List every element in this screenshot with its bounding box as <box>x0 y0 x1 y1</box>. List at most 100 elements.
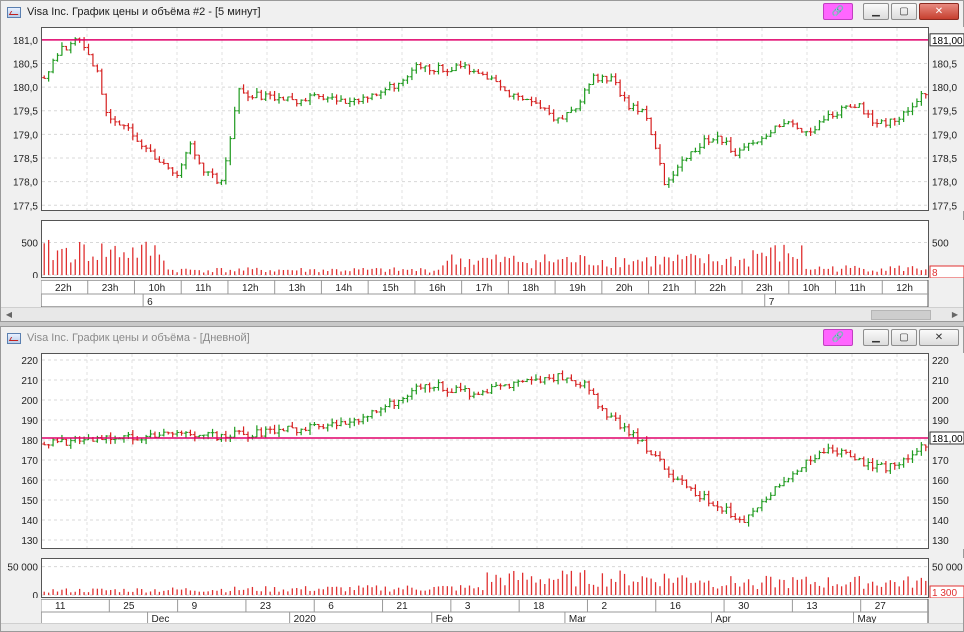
volume-tick-label: 50 000 <box>932 563 963 574</box>
last-volume-box <box>929 265 964 278</box>
price-tick-label: 130 <box>21 536 38 547</box>
scroll-thumb[interactable] <box>871 310 931 320</box>
link-button[interactable]: 🔗 <box>823 329 853 346</box>
horizontal-scrollbar[interactable] <box>1 623 963 631</box>
price-tick-label: 178,5 <box>13 154 38 165</box>
time-tick-label: 2 <box>601 601 607 612</box>
price-tick-label: 179,0 <box>932 130 957 141</box>
scroll-left-icon[interactable]: ◀ <box>5 310 13 319</box>
price-tick-label: 180,0 <box>932 83 957 94</box>
minimize-button[interactable]: ▁ <box>863 3 889 20</box>
volume-chart <box>42 566 928 596</box>
price-tick-label: 220 <box>932 356 949 367</box>
time-axis: 11 25 9 23 6 21 3 18 2 16 30 13 27 Dec 2020 Feb Mar Apr Ma… <box>41 599 929 625</box>
last-volume-label: 1 300 <box>932 588 957 598</box>
close-button[interactable]: ✕ <box>919 3 959 20</box>
chart-window-icon <box>7 332 21 344</box>
time-tick-label: 23h <box>756 283 773 294</box>
time-tick-label: 18h <box>522 283 539 294</box>
price-tick-label: 177,5 <box>13 201 38 211</box>
period-label: Dec <box>152 614 170 625</box>
price-tick-label: 130 <box>932 536 949 547</box>
price-tick-label: 140 <box>932 516 949 527</box>
time-tick-label: 12h <box>242 283 259 294</box>
price-tick-label: 140 <box>21 516 38 527</box>
time-axis: 22h 23h 10h 11h 12h 13h 14h 15h 16h 17h 18h 19h 20h 2… <box>41 280 929 308</box>
time-tick-label: 13h <box>289 283 306 294</box>
time-tick-label: 21h <box>663 283 680 294</box>
period-label: 2020 <box>294 614 317 625</box>
time-tick-label: 19h <box>569 283 586 294</box>
time-tick-label: 16 <box>670 601 682 612</box>
time-tick-label: 18 <box>533 601 545 612</box>
window-title: Visa Inc. График цены и объёма #2 - [5 м… <box>27 6 261 18</box>
price-tick-label: 178,0 <box>932 178 957 189</box>
link-button[interactable]: 🔗 <box>823 3 853 20</box>
last-volume-box <box>929 585 964 598</box>
volume-tick-label: 0 <box>32 271 38 278</box>
price-pane[interactable] <box>41 27 929 211</box>
volume-tick-label: 500 <box>932 239 949 250</box>
price-tick-label: 160 <box>21 476 38 487</box>
price-tick-label: 178,0 <box>13 178 38 189</box>
scroll-right-icon[interactable]: ▶ <box>951 310 959 319</box>
horizontal-scrollbar[interactable]: ◀ ▶ <box>1 307 963 321</box>
volume-pane[interactable] <box>41 220 929 278</box>
price-tick-label: 180,5 <box>932 59 957 70</box>
last-price-label: 181,00 <box>932 36 963 47</box>
price-tick-label: 179,0 <box>13 130 38 141</box>
price-tick-label: 179,5 <box>13 107 38 118</box>
time-tick-label: 22h <box>55 283 72 294</box>
price-chart <box>42 28 928 210</box>
period-label: 6 <box>147 297 153 308</box>
price-tick-label: 181,0 <box>13 36 38 47</box>
volume-pane[interactable] <box>41 558 929 598</box>
window-titlebar[interactable]: Visa Inc. График цены и объёма - [Дневно… <box>1 327 963 349</box>
last-price-label: 181,00 <box>932 434 963 445</box>
price-tick-label: 160 <box>932 476 949 487</box>
price-tick-label: 200 <box>21 396 38 407</box>
price-tick-label: 210 <box>932 376 949 387</box>
time-tick-label: 3 <box>465 601 471 612</box>
period-label: Feb <box>436 614 454 625</box>
period-label: Mar <box>569 614 587 625</box>
volume-chart <box>42 239 928 276</box>
volume-tick-label: 50 000 <box>7 563 38 574</box>
time-tick-label: 11 <box>55 601 66 612</box>
price-tick-label: 180 <box>21 436 38 447</box>
last-price-box <box>929 431 964 445</box>
window-titlebar[interactable]: Visa Inc. График цены и объёма #2 - [5 м… <box>1 1 963 23</box>
volume-tick-label: 0 <box>32 591 38 598</box>
last-volume-label: 8 <box>932 268 938 278</box>
time-tick-label: 14h <box>335 283 352 294</box>
price-tick-label: 170 <box>21 456 38 467</box>
price-axis-left: 220 210 200 190 180 170 160 150 140 130 <box>1 353 41 549</box>
price-tick-label: 220 <box>21 356 38 367</box>
maximize-button[interactable]: ▢ <box>891 329 917 346</box>
period-label: 7 <box>769 297 775 308</box>
price-tick-label: 200 <box>932 396 949 407</box>
time-tick-label: 20h <box>616 283 633 294</box>
price-tick-label: 180,5 <box>13 59 38 70</box>
volume-axis-left: 500 0 <box>1 220 41 278</box>
volume-axis-left: 50 000 0 <box>1 558 41 598</box>
price-axis-right: 220210200190180170160150140130181,00 <box>929 353 964 549</box>
period-label: May <box>858 614 877 625</box>
price-axis-right: 181,0180,5180,0179,5179,0178,5178,0177,5… <box>929 27 964 211</box>
time-tick-label: 17h <box>476 283 493 294</box>
price-tick-label: 180,0 <box>13 83 38 94</box>
time-tick-label: 23 <box>260 601 272 612</box>
minimize-button[interactable]: ▁ <box>863 329 889 346</box>
chart-window-daily[interactable]: Visa Inc. График цены и объёма - [Дневно… <box>0 326 964 632</box>
price-tick-label: 190 <box>932 416 949 427</box>
close-button[interactable]: ✕ <box>919 329 959 346</box>
maximize-button[interactable]: ▢ <box>891 3 917 20</box>
time-tick-label: 6 <box>328 601 334 612</box>
time-tick-label: 21 <box>397 601 409 612</box>
time-tick-label: 16h <box>429 283 446 294</box>
chart-window-5min[interactable]: Visa Inc. График цены и объёма #2 - [5 м… <box>0 0 964 322</box>
price-pane[interactable] <box>41 353 929 549</box>
price-tick-label: 177,5 <box>932 201 957 211</box>
price-tick-label: 170 <box>932 456 949 467</box>
time-tick-label: 30 <box>738 601 750 612</box>
